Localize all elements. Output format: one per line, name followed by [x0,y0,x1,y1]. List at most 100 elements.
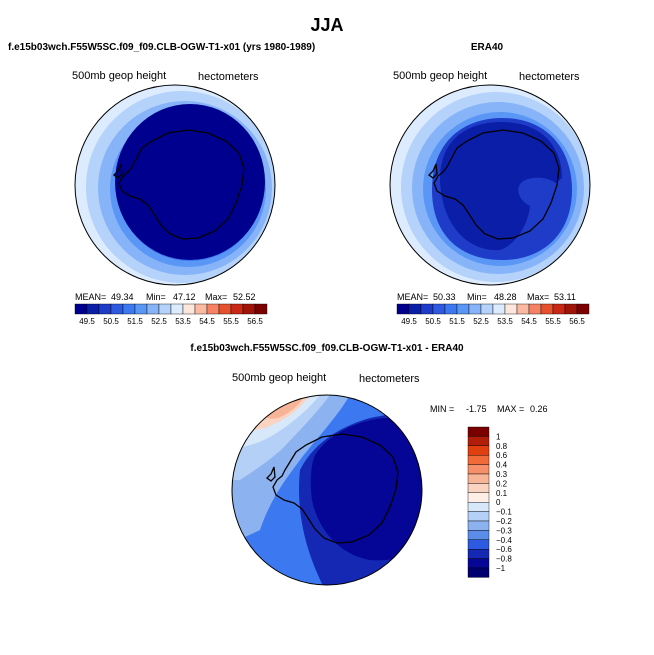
panel-model-min-value: 47.12 [173,292,196,302]
panel-model: f.e15b03wch.F55W5SC.f09_f09.CLB-OGW-T1-x… [8,42,315,326]
colorbar-swatch [480,303,494,315]
colorbar-tick-label: 0.1 [496,489,508,498]
colorbar-swatch [254,303,268,315]
colorbar-swatch [564,303,578,315]
panel-obs-map-border [389,84,591,286]
colorbar-tick-label: 54.5 [521,317,537,326]
colorbar-tick-label: 49.5 [401,317,417,326]
colorbar-swatch [576,303,590,315]
colorbar-swatch [98,303,112,315]
colorbar-tick-label: 53.5 [175,317,191,326]
panel-obs-min-value: 48.28 [494,292,517,302]
colorbar-swatch [467,436,490,446]
colorbar-tick-label: 50.5 [425,317,441,326]
colorbar-tick-label: 56.5 [569,317,585,326]
colorbar-tick-label: 51.5 [449,317,465,326]
colorbar-swatch [528,303,542,315]
colorbar-swatch [182,303,196,315]
colorbar-tick-label: 0.3 [496,470,508,479]
colorbar-tick-label: 53.5 [497,317,513,326]
colorbar-swatch [134,303,148,315]
panel-diff-map [232,395,422,585]
panel-obs-max-value: 53.11 [554,292,576,302]
colorbar-swatch [146,303,160,315]
colorbar-swatch [218,303,232,315]
colorbar-tick-label: 56.5 [247,317,263,326]
panel-obs-max-label: Max= [527,292,549,302]
panel-model-max-label: Max= [205,292,227,302]
colorbar-tick-label: 52.5 [473,317,489,326]
colorbar-tick-label: 52.5 [151,317,167,326]
colorbar-swatch [456,303,470,315]
colorbar-tick-label: −0.6 [496,545,512,554]
colorbar-tick-label: 1 [496,432,501,441]
colorbar-tick-label: −1 [496,564,506,573]
colorbar-tick-label: 0.8 [496,442,508,451]
panel-model-mean-label: MEAN= [75,292,106,302]
colorbar-tick-label: 51.5 [127,317,143,326]
colorbar-swatch [230,303,244,315]
colorbar-swatch [516,303,530,315]
colorbar-tick-label: 54.5 [199,317,215,326]
colorbar-swatch [492,303,506,315]
colorbar-swatch [420,303,434,315]
panel-diff: f.e15b03wch.F55W5SC.f09_f09.CLB-OGW-T1-x… [190,343,548,586]
panel-obs-title: ERA40 [471,42,504,53]
colorbar-swatch [86,303,100,315]
colorbar-tick-label: −0.2 [496,517,512,526]
colorbar-swatch [467,492,490,503]
colorbar-tick-label: 0.4 [496,461,508,470]
colorbar-tick-label: −0.1 [496,508,512,517]
colorbar-swatch [467,464,490,475]
panel-model-subtitle: 500mb geop height [72,70,166,82]
colorbar-tick-label: 55.5 [545,317,561,326]
panel-obs: ERA40 500mb geop height hectometers MEAN… [389,42,591,326]
colorbar-swatch [206,303,220,315]
panel-diff-map-border [231,394,423,586]
panel-diff-title: f.e15b03wch.F55W5SC.f09_f09.CLB-OGW-T1-x… [190,343,464,354]
colorbar-swatch [170,303,184,315]
panel-diff-colorbar: 10.80.60.40.30.20.10−0.1−0.2−0.3−0.4−0.6… [467,426,512,578]
panel-diff-subtitle: 500mb geop height [232,372,326,384]
colorbar-swatch [467,558,490,569]
colorbar-swatch [74,303,88,315]
panel-obs-core [440,122,562,251]
colorbar-tick-label: −0.4 [496,536,512,545]
colorbar-swatch [467,520,490,531]
colorbar-swatch [432,303,446,315]
panel-model-coastline [113,129,245,240]
colorbar-swatch [467,473,490,484]
panel-obs-colorbar: 49.5 50.5 51.5 52.5 53.5 54.5 55.5 56.5 [396,303,590,326]
panel-model-units: hectometers [198,71,259,83]
colorbar-swatch [467,511,490,522]
colorbar-swatch [158,303,172,315]
colorbar-swatch [467,426,490,437]
colorbar-swatch [194,303,208,315]
panel-diff-core [310,418,422,561]
panel-obs-map [390,85,590,285]
panel-obs-subtitle: 500mb geop height [393,70,487,82]
panel-diff-units: hectometers [359,373,420,385]
colorbar-tick-label: 0.6 [496,451,508,460]
colorbar-swatch [122,303,136,315]
colorbar-swatch [408,303,422,315]
colorbar-swatch [110,303,124,315]
panel-model-title: f.e15b03wch.F55W5SC.f09_f09.CLB-OGW-T1-x… [8,42,315,53]
colorbar-swatch [467,530,490,541]
colorbar-tick-label: 0 [496,498,501,507]
colorbar-swatch [467,567,490,578]
panel-obs-mean-label: MEAN= [397,292,428,302]
panel-diff-max-label: MAX = [497,404,524,414]
panel-obs-units: hectometers [519,71,580,83]
colorbar-swatch [467,483,490,493]
panel-diff-min-value: -1.75 [466,404,487,414]
colorbar-swatch [504,303,518,315]
colorbar-tick-label: 50.5 [103,317,119,326]
colorbar-swatch [467,549,490,559]
panel-model-colorbar: 49.5 50.5 51.5 52.5 53.5 54.5 55.5 56.5 [74,303,268,326]
colorbar-tick-label: 49.5 [79,317,95,326]
panel-obs-mean-value: 50.33 [433,292,456,302]
colorbar-tick-label: −0.3 [496,526,512,535]
colorbar-swatch [467,502,490,512]
